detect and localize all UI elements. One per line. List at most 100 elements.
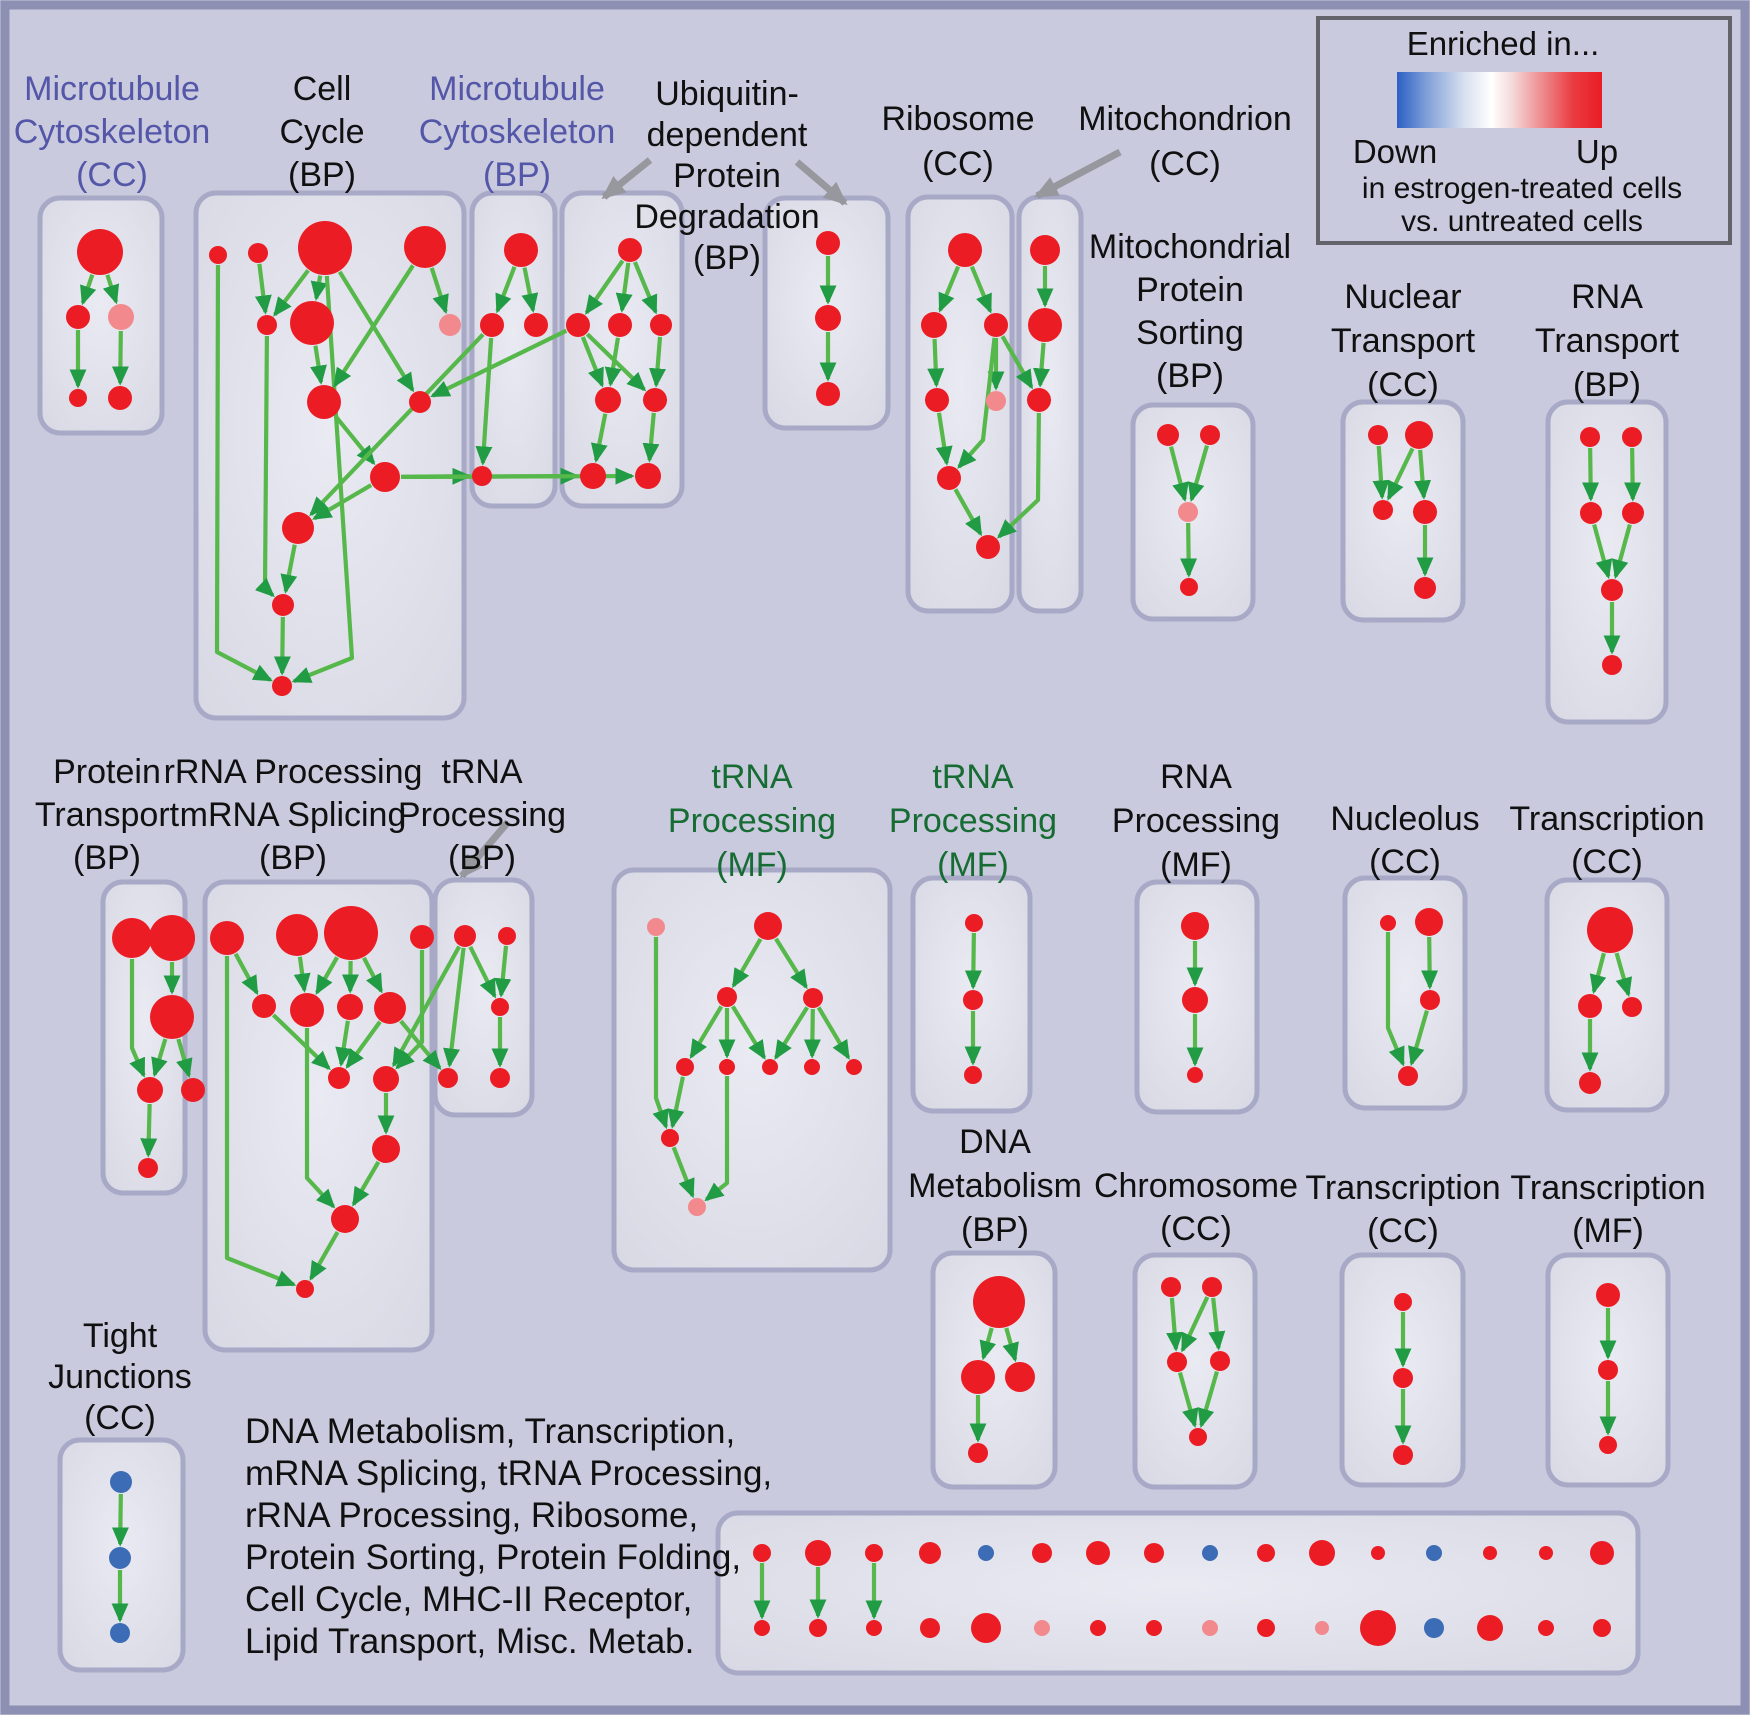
- gene-node-red: [1167, 1352, 1187, 1372]
- relation-arrow: [310, 275, 328, 302]
- gene-node-red: [1420, 990, 1440, 1010]
- gene-node-red: [1032, 1543, 1052, 1563]
- relation-arrow: [642, 412, 660, 463]
- gene-node-blue: [110, 1471, 132, 1493]
- gene-node-red: [925, 388, 949, 412]
- relation-arrow: [1177, 1372, 1199, 1429]
- gene-node-red: [965, 914, 983, 932]
- go-term-label: Mitochondrion (CC): [1078, 100, 1292, 183]
- misc-terms-annotation-line: Lipid Transport, Misc. Metab.: [245, 1622, 694, 1661]
- relation-arrow: [310, 345, 327, 385]
- gene-node-red: [595, 387, 621, 413]
- relation-arrow: [1197, 1370, 1219, 1429]
- relation-arrow: [362, 956, 384, 994]
- gene-node-red: [1579, 1072, 1601, 1094]
- relation-arrow: [280, 544, 298, 594]
- go-cluster-box-nucleolus-cc: [1342, 875, 1468, 1111]
- relation-arrow: [1000, 335, 1034, 390]
- gene-node-red: [282, 512, 314, 544]
- gene-node-red: [1405, 421, 1433, 449]
- go-cluster-box-transcription-cc-1: [1544, 877, 1670, 1113]
- relation-arrow: [254, 335, 275, 598]
- go-term-label: Transcription (MF): [1510, 1169, 1705, 1250]
- relation-arrow: [704, 1076, 730, 1202]
- go-cluster-box-rrna-mrna-bp: [202, 879, 435, 1353]
- gene-node-red: [920, 1618, 940, 1638]
- go-term-label: tRNA Processing (MF): [889, 758, 1057, 884]
- gene-node-red: [963, 990, 983, 1010]
- relation-arrow: [1611, 524, 1632, 580]
- gene-node-red: [1090, 1620, 1106, 1636]
- relation-arrow: [345, 1020, 382, 1069]
- relation-arrow: [689, 1005, 724, 1060]
- gene-node-red: [77, 229, 123, 275]
- gene-node-blue: [978, 1545, 994, 1561]
- gene-node-red: [1393, 1445, 1413, 1465]
- gene-node-red: [1538, 1620, 1554, 1636]
- gene-node-red: [676, 1058, 694, 1076]
- go-cluster-box-protein-transport-bp: [100, 879, 188, 1196]
- gene-node-red: [753, 1544, 771, 1562]
- relation-arrow: [996, 412, 1041, 539]
- go-term-label: Ubiquitin-dependent Protein Degradation (BP…: [634, 75, 819, 277]
- go-cluster-box-chromosome-cc: [1132, 1252, 1258, 1490]
- gene-node-red: [373, 1066, 399, 1092]
- gene-node-red: [754, 1620, 770, 1636]
- gene-node-red: [1598, 1360, 1618, 1380]
- gene-node-red: [608, 313, 632, 337]
- relation-arrow: [731, 937, 763, 989]
- relation-arrow: [233, 952, 259, 996]
- gene-node-red: [138, 1158, 158, 1178]
- relation-arrow: [111, 330, 129, 386]
- relation-arrow: [1208, 1297, 1226, 1351]
- relation-arrow: [80, 274, 97, 306]
- gene-node-red: [1415, 908, 1443, 936]
- gene-node-red: [762, 1059, 778, 1075]
- gene-node-red: [635, 463, 661, 489]
- gene-node-red: [1257, 1619, 1275, 1637]
- misc-terms-annotation-line: Cell Cycle, MHC-II Receptor,: [245, 1580, 692, 1619]
- relation-arrow: [140, 1103, 158, 1158]
- relation-arrow: [335, 1020, 353, 1067]
- gene-node-red: [296, 1280, 314, 1298]
- gene-node-red: [984, 313, 1008, 337]
- gene-node-red: [1180, 578, 1198, 596]
- go-term-label: Microtubule Cytoskeleton (CC): [14, 70, 211, 194]
- gene-node-pink: [108, 304, 134, 330]
- relation-arrow: [430, 328, 568, 398]
- gene-node-red: [149, 915, 195, 961]
- gene-node-red: [1371, 1546, 1385, 1560]
- relation-arrow: [309, 332, 485, 517]
- relation-arrow: [176, 1038, 193, 1079]
- misc-terms-annotation-line: Protein Sorting, Protein Folding,: [245, 1538, 741, 1577]
- gene-node-red: [137, 1077, 163, 1103]
- gene-node-red: [815, 305, 841, 331]
- go-cluster-box-rna-transport-bp: [1545, 399, 1669, 725]
- relation-arrow: [1386, 447, 1415, 501]
- gene-node-red: [1086, 1541, 1110, 1565]
- relation-arrow: [399, 1019, 442, 1071]
- gene-node-red: [112, 918, 152, 958]
- legend-down-label: Down: [1353, 133, 1437, 170]
- gene-node-red: [1027, 388, 1051, 412]
- relation-arrow: [111, 1493, 129, 1547]
- gene-node-red: [973, 1276, 1025, 1328]
- relation-arrow: [521, 267, 539, 313]
- relation-arrow: [443, 947, 466, 1068]
- legend-up-label: Up: [1576, 133, 1618, 170]
- relation-arrow: [1589, 952, 1607, 995]
- relation-arrow: [671, 1146, 695, 1199]
- gene-node-red: [1601, 579, 1623, 601]
- relation-arrow: [1408, 1009, 1429, 1067]
- gene-node-red: [272, 676, 292, 696]
- relation-arrow: [271, 1013, 331, 1071]
- gene-node-red: [1590, 1541, 1614, 1565]
- go-term-label: Mitochondrial Protein Sorting (BP): [1089, 228, 1291, 395]
- go-term-label: DNA Metabolism (BP): [908, 1123, 1082, 1249]
- gene-node-red: [1622, 502, 1644, 524]
- gene-node-red: [370, 462, 400, 492]
- relation-arrow: [615, 262, 633, 313]
- gene-node-red: [438, 1068, 458, 1088]
- gene-node-red: [252, 994, 276, 1018]
- go-term-label: Transcription (CC): [1509, 800, 1704, 881]
